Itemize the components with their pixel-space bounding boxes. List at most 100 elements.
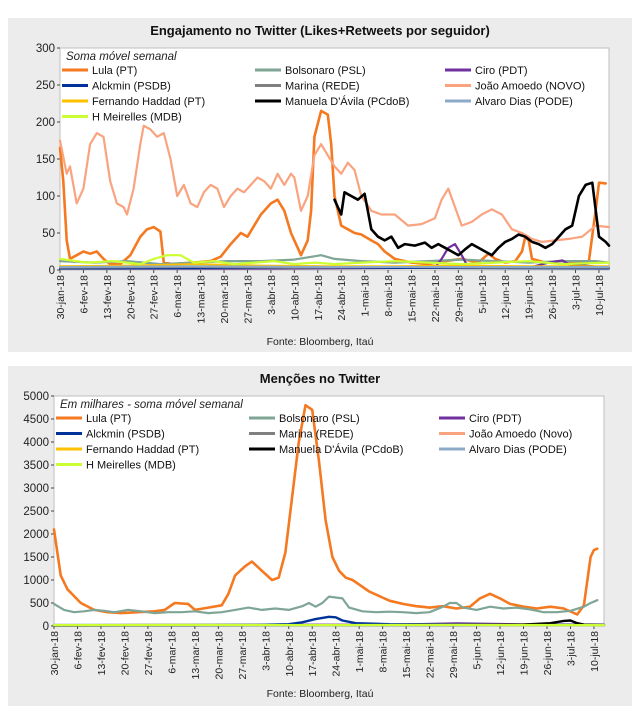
- chart-source: Fonte: Bloomberg, Itaú: [266, 688, 374, 700]
- series-line: [58, 254, 611, 266]
- series-line: [52, 403, 599, 616]
- legend-item: Alvaro Dias (PODE): [439, 444, 567, 456]
- y-tick-label: 3000: [23, 483, 49, 495]
- y-tick-label: 5000: [23, 391, 49, 403]
- x-tick-label: 17-abr-18: [313, 275, 325, 321]
- series-line: [333, 181, 611, 257]
- chart-source: Fonte: Bloomberg, Itaú: [266, 336, 374, 348]
- chart-subtitle: Soma móvel semanal: [66, 51, 177, 63]
- x-tick-label: 1-mai-18: [360, 275, 372, 317]
- chart-title: Menções no Twitter: [259, 371, 381, 386]
- x-tick-label: 17-abr-18: [307, 631, 319, 677]
- x-tick-label: 5-jun-18: [477, 275, 489, 314]
- x-tick-label: 22-mai-18: [430, 275, 442, 322]
- x-tick-label: 19-jun-18: [519, 631, 531, 676]
- x-tick-label: 26-jun-18: [542, 631, 554, 676]
- y-tick-label: 4000: [23, 437, 49, 449]
- legend-item: Marina (REDE): [249, 429, 354, 441]
- x-tick-label: 6-fev-18: [78, 275, 90, 314]
- legend-item: H Meirelles (MDB): [62, 112, 182, 124]
- x-tick-label: 10-jul-18: [594, 275, 606, 316]
- legend-label: Alckmin (PSDB): [86, 429, 165, 441]
- legend-label: Lula (PT): [92, 65, 137, 77]
- legend-item: Alckmin (PSDB): [56, 429, 165, 441]
- x-tick-label: 30-jan-18: [49, 631, 61, 676]
- legend-item: Ciro (PDT): [445, 65, 528, 77]
- y-tick-label: 4500: [23, 414, 49, 426]
- y-tick-label: 100: [36, 191, 55, 203]
- x-tick-label: 13-mar-18: [196, 275, 208, 324]
- x-tick-label: 19-jun-18: [524, 275, 536, 320]
- chart-subtitle: Em milhares - soma móvel semanal: [60, 399, 243, 411]
- legend-item: Bolsonaro (PSL): [255, 65, 366, 77]
- plot-area: [59, 47, 610, 271]
- x-tick-label: 24-abr-18: [331, 631, 343, 677]
- series-line: [52, 595, 599, 615]
- x-tick-label: 20-fev-18: [119, 631, 131, 676]
- plot-area: [53, 395, 605, 627]
- x-tick-label: 30-jan-18: [55, 275, 67, 320]
- legend-label: João Amoedo (NOVO): [475, 81, 585, 93]
- legend-item: H Meirelles (MDB): [56, 460, 176, 472]
- legend-label: Manuela D'Ávila (PCdoB): [285, 95, 409, 108]
- legend-label: Marina (REDE): [285, 81, 360, 93]
- y-tick-label: 0: [49, 265, 55, 277]
- x-tick-label: 1-mai-18: [354, 631, 366, 673]
- legend-label: Fernando Haddad (PT): [92, 96, 205, 108]
- x-tick-label: 10-jul-18: [589, 631, 601, 672]
- x-tick-label: 15-mai-18: [401, 631, 413, 678]
- x-tick-label: 8-mai-18: [378, 631, 390, 673]
- x-tick-label: 6-mar-18: [172, 275, 184, 318]
- x-tick-label: 27-fev-18: [143, 631, 155, 676]
- x-tick-label: 24-abr-18: [336, 275, 348, 321]
- y-tick-label: 300: [36, 43, 55, 55]
- x-tick-label: 22-mai-18: [425, 631, 437, 678]
- legend-label: Ciro (PDT): [469, 413, 522, 425]
- engagement-chart-panel: Engajamento no Twitter (Likes+Retweets p…: [8, 18, 632, 352]
- x-tick-label: 20-mar-18: [219, 275, 231, 324]
- y-tick-label: 1000: [23, 575, 49, 587]
- legend-item: Alvaro Dias (PODE): [445, 96, 573, 108]
- legend-label: Ciro (PDT): [475, 65, 528, 77]
- x-tick-label: 20-mar-18: [213, 631, 225, 680]
- legend-item: Fernando Haddad (PT): [62, 96, 205, 108]
- y-tick-label: 1500: [23, 552, 49, 564]
- legend-item: Marina (REDE): [255, 81, 360, 93]
- y-tick-label: 0: [43, 621, 49, 633]
- x-tick-label: 6-mar-18: [166, 631, 178, 674]
- x-tick-label: 27-mar-18: [237, 631, 249, 680]
- y-tick-label: 250: [36, 80, 55, 92]
- legend-label: H Meirelles (MDB): [92, 112, 182, 124]
- y-tick-label: 150: [36, 154, 55, 166]
- legend-label: Lula (PT): [86, 413, 131, 425]
- x-tick-label: 26-jun-18: [547, 275, 559, 320]
- legend-item: Alckmin (PSDB): [62, 81, 171, 93]
- legend-label: João Amoedo (Novo): [469, 429, 572, 441]
- x-tick-label: 3-abr-18: [260, 631, 272, 671]
- legend-label: Fernando Haddad (PT): [86, 444, 199, 456]
- chart-title: Engajamento no Twitter (Likes+Retweets p…: [150, 23, 490, 38]
- series-line: [59, 265, 610, 268]
- legend-label: Manuela D'Ávila (PCdoB): [279, 443, 403, 456]
- legend-item: Lula (PT): [62, 65, 137, 77]
- legend-label: Bolsonaro (PSL): [279, 413, 360, 425]
- y-tick-label: 3500: [23, 460, 49, 472]
- x-tick-label: 10-abr-18: [284, 631, 296, 677]
- y-tick-label: 500: [30, 598, 49, 610]
- engagement-chart: 0 50 100 150 200 250 300 30-jan-18 6-fev-18 13-fe…: [36, 43, 611, 324]
- x-tick-label: 12-jun-18: [500, 275, 512, 320]
- x-tick-label: 27-mar-18: [242, 275, 254, 324]
- x-tick-label: 29-mai-18: [448, 631, 460, 678]
- legend-item: Ciro (PDT): [439, 413, 522, 425]
- x-tick-label: 5-jun-18: [472, 631, 484, 670]
- mentions-chart: 0 500 1000 1500 2000 2500 3000 3500 4000 4500 5000…: [23, 391, 606, 680]
- x-tick-label: 3-jul-18: [565, 631, 577, 666]
- legend-item: Bolsonaro (PSL): [249, 413, 360, 425]
- y-tick-label: 50: [42, 228, 55, 240]
- legend-item: João Amoedo (Novo): [439, 429, 572, 441]
- legend-label: H Meirelles (MDB): [86, 460, 176, 472]
- x-tick-label: 13-fev-18: [102, 275, 114, 320]
- legend-item: Manuela D'Ávila (PCdoB): [249, 443, 403, 456]
- x-tick-label: 15-mai-18: [406, 275, 418, 322]
- x-tick-label: 6-fev-18: [72, 631, 84, 670]
